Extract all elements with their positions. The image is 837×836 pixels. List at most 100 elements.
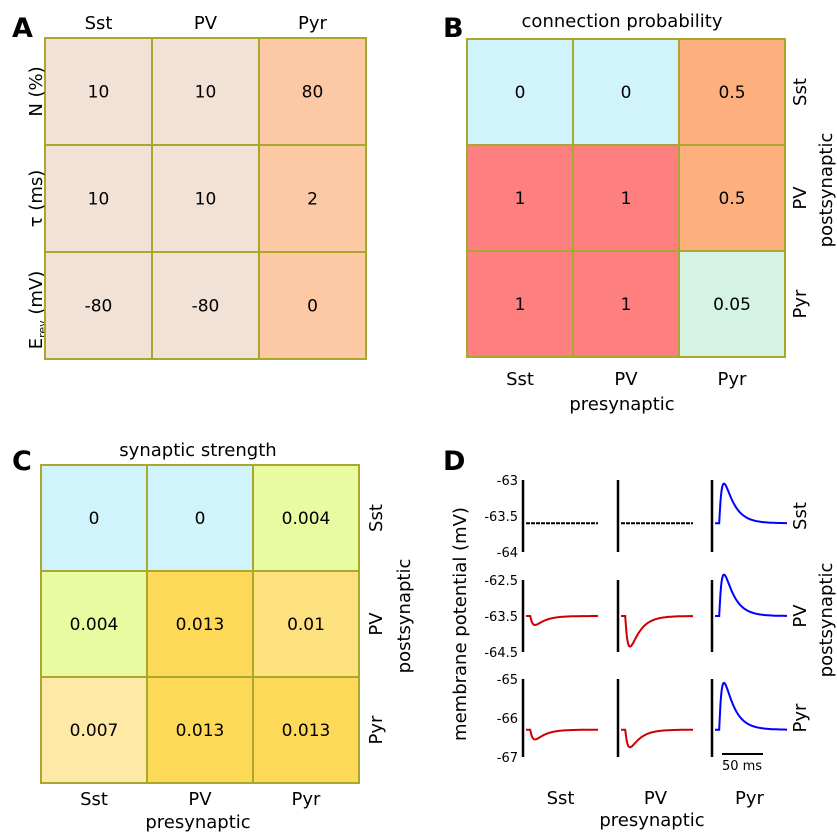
panel-d-col-label-pv: PV bbox=[644, 788, 668, 809]
panel-b-cell-r2-c0 bbox=[466, 250, 574, 358]
panel-a-cell-label: 10 bbox=[88, 190, 110, 210]
panel-a-cell-label: 0 bbox=[307, 297, 318, 317]
panel-a-cell-r2-c0 bbox=[44, 251, 153, 360]
panel-b-heatmap: 0 0 0.5 1 1 0.5 1 1 0.05 Sst PV Pyr Sst PV Pyr bbox=[466, 38, 811, 390]
panel-b-col-label-pyr: Pyr bbox=[718, 369, 748, 390]
panel-d-tick-label: -63 bbox=[497, 474, 518, 489]
panel-d-row-label-sst: Sst bbox=[790, 502, 811, 530]
panel-a-row-label-ms: τ (ms) bbox=[26, 170, 47, 228]
panel-a-cell-label: 10 bbox=[195, 83, 217, 103]
panel-b-row-label-sst: Sst bbox=[790, 78, 811, 106]
panel-c-ylabel: postsynaptic bbox=[394, 559, 415, 674]
panel-c-col-label-pyr: Pyr bbox=[292, 789, 322, 810]
panel-a-cell-r0-c0 bbox=[44, 37, 153, 146]
panel-c-row-label-sst: Sst bbox=[366, 504, 387, 532]
panel-d-tick-label: -64.5 bbox=[484, 646, 518, 661]
panel-b-cell-label: 0 bbox=[515, 83, 526, 103]
panel-d-tick-label: -62.5 bbox=[484, 574, 518, 589]
panel-a-cell-label: -80 bbox=[85, 297, 113, 317]
panel-letter-b: B bbox=[443, 13, 464, 44]
panel-b-cell-label: 1 bbox=[515, 189, 526, 209]
panel-c-title: synaptic strength bbox=[119, 440, 276, 461]
panel-b-col-label-pv: PV bbox=[614, 369, 638, 390]
panel-c-cell-label: 0.004 bbox=[70, 615, 119, 635]
panel-b-row-label-pyr: Pyr bbox=[790, 289, 811, 319]
panel-c-cell-label: 0.007 bbox=[70, 721, 119, 741]
panel-c-cell-label: 0.013 bbox=[176, 721, 225, 741]
panel-c-cell-r0-c0 bbox=[40, 464, 148, 572]
panel-a-row-label-n: N (%) bbox=[26, 66, 47, 116]
panel-b-cell-r2-c1 bbox=[572, 250, 680, 358]
panel-a-cell-r1-c2 bbox=[258, 144, 367, 253]
panel-a-cell-label: 10 bbox=[88, 83, 110, 103]
panel-letter-d: D bbox=[443, 446, 465, 477]
panel-d-trace-pyr-from-pv bbox=[621, 728, 693, 749]
panel-d-tick-label: -66 bbox=[497, 712, 518, 727]
panel-b-cell-label: 0.05 bbox=[713, 295, 751, 315]
panel-b-title: connection probability bbox=[522, 11, 723, 32]
panel-d-tick-label: -63.5 bbox=[484, 510, 518, 525]
panel-d-trace-pv-from-pv bbox=[621, 615, 693, 648]
panel-d-trace-pv-from-pyr bbox=[715, 573, 787, 617]
panel-c-cell-label: 0.013 bbox=[176, 615, 225, 635]
panel-a-cell-r2-c2 bbox=[258, 251, 367, 360]
panel-a-cell-r2-c1 bbox=[151, 251, 260, 360]
panel-b-cell-r2-c2 bbox=[678, 250, 786, 358]
panel-b-cell-label: 1 bbox=[515, 295, 526, 315]
panel-d-trace-pyr-from-pyr bbox=[715, 681, 787, 731]
panel-b-cell-r1-c0 bbox=[466, 144, 574, 252]
panel-c-heatmap: 0 0 0.004 0.004 0.013 0.01 0.007 0.013 0.013 Sst P… bbox=[40, 464, 387, 810]
panel-a-cell-label: 2 bbox=[307, 190, 318, 210]
panel-a-cell-label: 10 bbox=[195, 190, 217, 210]
panel-b-col-label-sst: Sst bbox=[506, 369, 534, 390]
panel-b-cell-label: 0 bbox=[621, 83, 632, 103]
panel-letter-c: C bbox=[12, 446, 32, 477]
panel-a-col-label-pv: PV bbox=[194, 13, 218, 34]
panel-c-cell-label: 0.013 bbox=[282, 721, 331, 741]
panel-d-trace-pv-from-sst bbox=[526, 615, 598, 627]
panel-b-cell-label: 1 bbox=[621, 189, 632, 209]
panel-d-trace-sst-from-pyr bbox=[715, 482, 787, 525]
erev-main: E bbox=[26, 338, 47, 349]
panel-d-trace-pyr-from-sst bbox=[526, 728, 598, 741]
panel-a-grid: 10 10 80 10 10 2 -80 -80 0 Sst PV Pyr N (%) τ (ms) bbox=[26, 13, 367, 360]
panel-d-row-label-pv: PV bbox=[790, 604, 811, 628]
panel-d-ylabel: postsynaptic bbox=[816, 563, 837, 678]
panel-c-cell-label: 0 bbox=[89, 509, 100, 529]
panel-d-tick-label: -67 bbox=[497, 751, 518, 766]
panel-b-row-label-pv: PV bbox=[790, 186, 811, 210]
panel-a-cell-label: -80 bbox=[192, 297, 220, 317]
panel-d-col-label-sst: Sst bbox=[547, 788, 575, 809]
panel-d-tick-label: -63.5 bbox=[484, 610, 518, 625]
panel-d-tick-label: -65 bbox=[497, 673, 518, 688]
panel-d-yaxis-label: membrane potential (mV) bbox=[450, 507, 471, 741]
panel-c-col-label-pv: PV bbox=[188, 789, 212, 810]
panel-a-cell-label: 80 bbox=[302, 83, 324, 103]
panel-c-cell-label: 0.01 bbox=[287, 615, 325, 635]
panel-b-cell-label: 1 bbox=[621, 295, 632, 315]
panel-d-scalebar-label: 50 ms bbox=[722, 759, 762, 774]
panel-b-cell-r0-c2 bbox=[678, 38, 786, 146]
panel-c-cell-r2-c2 bbox=[252, 676, 360, 784]
panel-a-cell-r0-c1 bbox=[151, 37, 260, 146]
panel-b-xlabel: presynaptic bbox=[569, 394, 674, 415]
panel-c-cell-r0-c2 bbox=[252, 464, 360, 572]
panel-b-cell-label: 0.5 bbox=[718, 189, 745, 209]
panel-c-cell-r0-c1 bbox=[146, 464, 254, 572]
panel-d-col-label-pyr: Pyr bbox=[735, 788, 765, 809]
panel-a-col-label-pyr: Pyr bbox=[298, 13, 328, 34]
panel-d-row-label-pyr: Pyr bbox=[790, 703, 811, 733]
panel-b-ylabel: postsynaptic bbox=[816, 133, 837, 248]
erev-rest: (mV) bbox=[26, 271, 47, 321]
panel-b-cell-r1-c2 bbox=[678, 144, 786, 252]
panel-c-col-label-sst: Sst bbox=[80, 789, 108, 810]
panel-b-cell-label: 0.5 bbox=[718, 83, 745, 103]
panel-c-cell-label: 0 bbox=[195, 509, 206, 529]
panel-c-row-label-pv: PV bbox=[366, 612, 387, 636]
panel-c-cell-r1-c2 bbox=[252, 570, 360, 678]
panel-letter-a: A bbox=[12, 13, 33, 44]
panel-d-traces: -63 -63.5 -64 Sst -62.5 -63.5 -64.5 PV -65 -66 -67… bbox=[484, 474, 811, 809]
panel-c-xlabel: presynaptic bbox=[145, 812, 250, 833]
panel-d-tick-label: -64 bbox=[497, 546, 518, 561]
